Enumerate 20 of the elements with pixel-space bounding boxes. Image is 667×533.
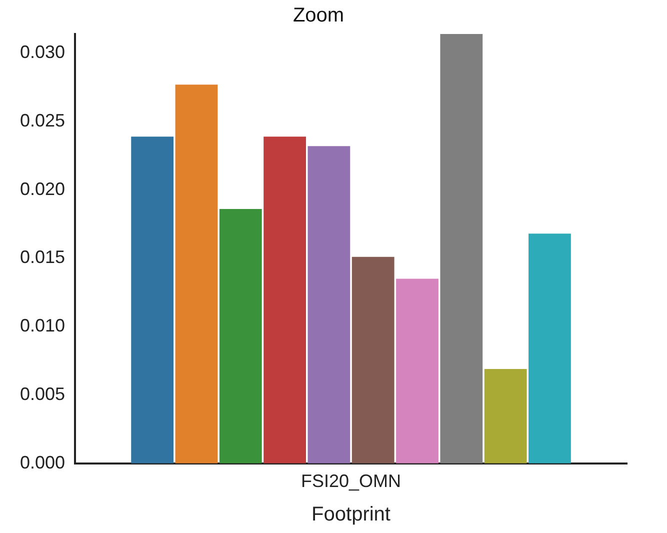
- bar: [308, 146, 350, 464]
- bar: [440, 34, 483, 464]
- bar: [175, 84, 218, 464]
- y-tick-label: 0.015: [20, 247, 66, 268]
- y-tick-label: 0.005: [20, 384, 66, 404]
- bar: [396, 278, 438, 464]
- bar: [484, 369, 527, 464]
- bar: [219, 209, 262, 464]
- y-tick-label: 0.020: [20, 178, 66, 199]
- bar: [528, 234, 571, 464]
- y-tick-label: 0.000: [20, 452, 66, 472]
- y-tick-label: 0.025: [20, 110, 66, 130]
- bar: [352, 256, 394, 464]
- bar: [264, 136, 306, 464]
- x-tick-label: FSI20_OMN: [301, 471, 402, 492]
- y-tick-label: 0.010: [20, 316, 66, 336]
- bar: [131, 136, 174, 464]
- x-axis-title: Footprint: [312, 504, 391, 526]
- chart-title: Zoom: [292, 4, 344, 27]
- y-tick-label: 0.030: [20, 42, 66, 62]
